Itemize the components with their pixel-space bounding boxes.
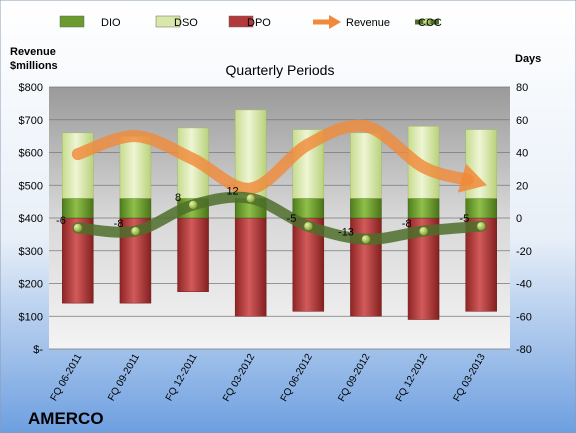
- dpo-bar: [177, 217, 209, 292]
- left-tick-label: $300: [19, 246, 43, 258]
- legend-item-ccc: CCC: [415, 17, 442, 29]
- ccc-data-label: 12: [226, 185, 238, 197]
- right-tick-label: 0: [516, 213, 522, 225]
- company-name: AMERCO: [28, 409, 104, 428]
- ccc-data-label: -5: [459, 213, 469, 225]
- ccc-point: [361, 234, 371, 245]
- left-axis-title-line2: $millions: [10, 60, 58, 72]
- left-tick-label: $700: [19, 115, 43, 127]
- ccc-data-label: 8: [175, 192, 181, 204]
- ccc-point: [476, 221, 487, 232]
- ccc-data-label: -8: [402, 218, 412, 230]
- right-tick-label: 20: [516, 180, 528, 192]
- ccc-data-label: -8: [114, 218, 124, 230]
- legend-label: DPO: [247, 17, 271, 29]
- right-tick-label: -40: [516, 279, 532, 291]
- legend-item-dso: DSO: [155, 15, 198, 29]
- right-axis-ticks: -80 -60 -40 -20 0 20 40 60 80: [516, 82, 532, 356]
- legend-label: DIO: [101, 17, 121, 29]
- legend: DIO DSO DPO Revenue CCC: [59, 15, 442, 29]
- left-tick-label: $200: [19, 279, 43, 291]
- ccc-series: -6 -8 8 12 -5 -13 -8 -5: [56, 185, 487, 245]
- ccc-point: [130, 226, 141, 237]
- ccc-data-label: -13: [338, 226, 354, 238]
- left-axis-ticks: $- $100 $200 $300 $400 $500 $600 $700 $800: [19, 82, 44, 356]
- left-tick-label: $400: [19, 213, 43, 225]
- ccc-point: [303, 221, 314, 232]
- legend-label: DSO: [174, 17, 198, 29]
- legend-item-dpo: DPO: [228, 15, 271, 29]
- legend-label: Revenue: [346, 17, 390, 29]
- legend-marker: [423, 18, 431, 26]
- dio-bar: [465, 198, 497, 219]
- right-tick-label: -20: [516, 246, 532, 258]
- ccc-point: [418, 226, 429, 237]
- revenue-series: [71, 119, 487, 195]
- dpo-bar: [350, 217, 382, 317]
- legend-item-revenue: Revenue: [313, 15, 390, 29]
- ccc-point: [188, 199, 198, 210]
- left-tick-label: $600: [19, 148, 43, 160]
- left-tick-label: $800: [19, 82, 43, 94]
- legend-arrow: [329, 15, 341, 29]
- dio-bar: [350, 198, 382, 219]
- dso-bar: [62, 132, 94, 199]
- dpo-bar: [234, 217, 267, 317]
- dpo-bar: [465, 217, 497, 312]
- right-axis-title: Days: [515, 53, 541, 65]
- legend-swatch: [228, 15, 254, 28]
- ccc-data-label: -5: [287, 213, 297, 225]
- left-axis-title-line1: Revenue: [10, 46, 56, 58]
- chart-title: Quarterly Periods: [226, 62, 335, 78]
- dio-bar: [407, 198, 440, 219]
- left-tick-label: $100: [19, 311, 43, 323]
- right-tick-label: 40: [516, 148, 528, 160]
- left-tick-label: $500: [19, 180, 43, 192]
- revenue-line: [71, 119, 474, 195]
- ccc-line: [72, 191, 487, 245]
- dio-bar: [62, 198, 94, 219]
- legend-label: CCC: [418, 17, 442, 29]
- legend-item-dio: DIO: [59, 15, 121, 29]
- dso-bar: [119, 135, 152, 199]
- right-tick-label: 60: [516, 115, 528, 127]
- legend-swatch: [59, 15, 85, 28]
- right-tick-label: -60: [516, 311, 532, 323]
- right-tick-label: -80: [516, 344, 532, 356]
- dso-bar: [350, 132, 382, 199]
- revenue-arrowhead: [457, 163, 487, 193]
- ccc-point: [72, 222, 83, 233]
- ccc-data-label: -6: [56, 215, 66, 227]
- right-tick-label: 80: [516, 82, 528, 94]
- ccc-point: [245, 193, 256, 204]
- dio-bar: [119, 198, 152, 219]
- legend-swatch: [155, 15, 181, 28]
- left-tick-label: $-: [33, 344, 43, 356]
